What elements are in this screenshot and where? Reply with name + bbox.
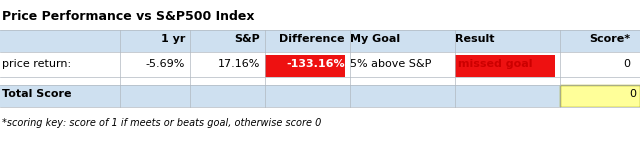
Text: 0: 0 — [623, 59, 630, 69]
Bar — [560, 85, 640, 107]
Text: Score*: Score* — [589, 34, 630, 44]
Bar — [265, 55, 345, 77]
Bar — [455, 55, 555, 77]
Text: Total Score: Total Score — [2, 89, 72, 99]
Text: price return:: price return: — [2, 59, 71, 69]
Text: Result: Result — [455, 34, 495, 44]
Bar — [0, 85, 640, 107]
Text: *scoring key: score of 1 if meets or beats goal, otherwise score 0: *scoring key: score of 1 if meets or bea… — [2, 118, 321, 128]
Text: 1 yr: 1 yr — [161, 34, 185, 44]
Text: 17.16%: 17.16% — [218, 59, 260, 69]
Text: -133.16%: -133.16% — [286, 59, 345, 69]
Bar — [0, 77, 640, 85]
Text: S&P: S&P — [234, 34, 260, 44]
Bar — [0, 30, 640, 52]
Text: -5.69%: -5.69% — [146, 59, 185, 69]
Text: 5% above S&P: 5% above S&P — [350, 59, 431, 69]
Text: missed goal: missed goal — [458, 59, 532, 69]
Text: Difference: Difference — [280, 34, 345, 44]
Bar — [0, 107, 640, 113]
Text: My Goal: My Goal — [350, 34, 400, 44]
Bar — [0, 0, 640, 30]
Text: 0: 0 — [629, 89, 636, 99]
Bar — [0, 55, 640, 77]
Text: Price Performance vs S&P500 Index: Price Performance vs S&P500 Index — [2, 10, 255, 23]
